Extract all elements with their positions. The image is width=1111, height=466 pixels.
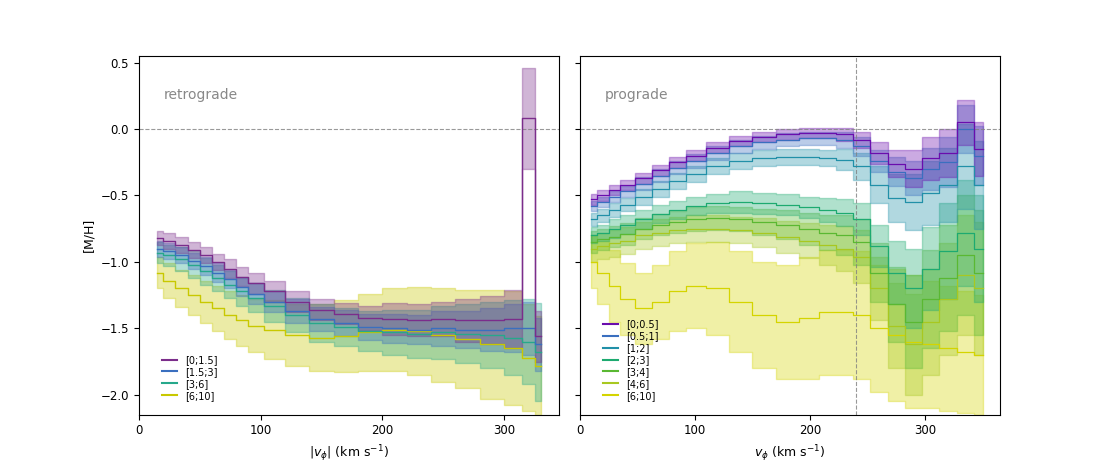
Legend: [0;1.5], [1.5;3], [3;6], [6;10]: [0;1.5], [1.5;3], [3;6], [6;10] (160, 353, 219, 403)
Text: prograde: prograde (605, 88, 669, 102)
Legend: [0;0.5], [0.5;1], [1;2], [2;3], [3;4], [4;6], [6;10]: [0;0.5], [0.5;1], [1;2], [2;3], [3;4], [… (601, 317, 660, 403)
X-axis label: $|v_{\phi}|$ (km s$^{-1}$): $|v_{\phi}|$ (km s$^{-1}$) (309, 443, 389, 464)
Y-axis label: [M/H]: [M/H] (82, 218, 96, 253)
X-axis label: $v_{\phi}$ (km s$^{-1}$): $v_{\phi}$ (km s$^{-1}$) (754, 443, 825, 464)
Text: retrograde: retrograde (164, 88, 238, 102)
